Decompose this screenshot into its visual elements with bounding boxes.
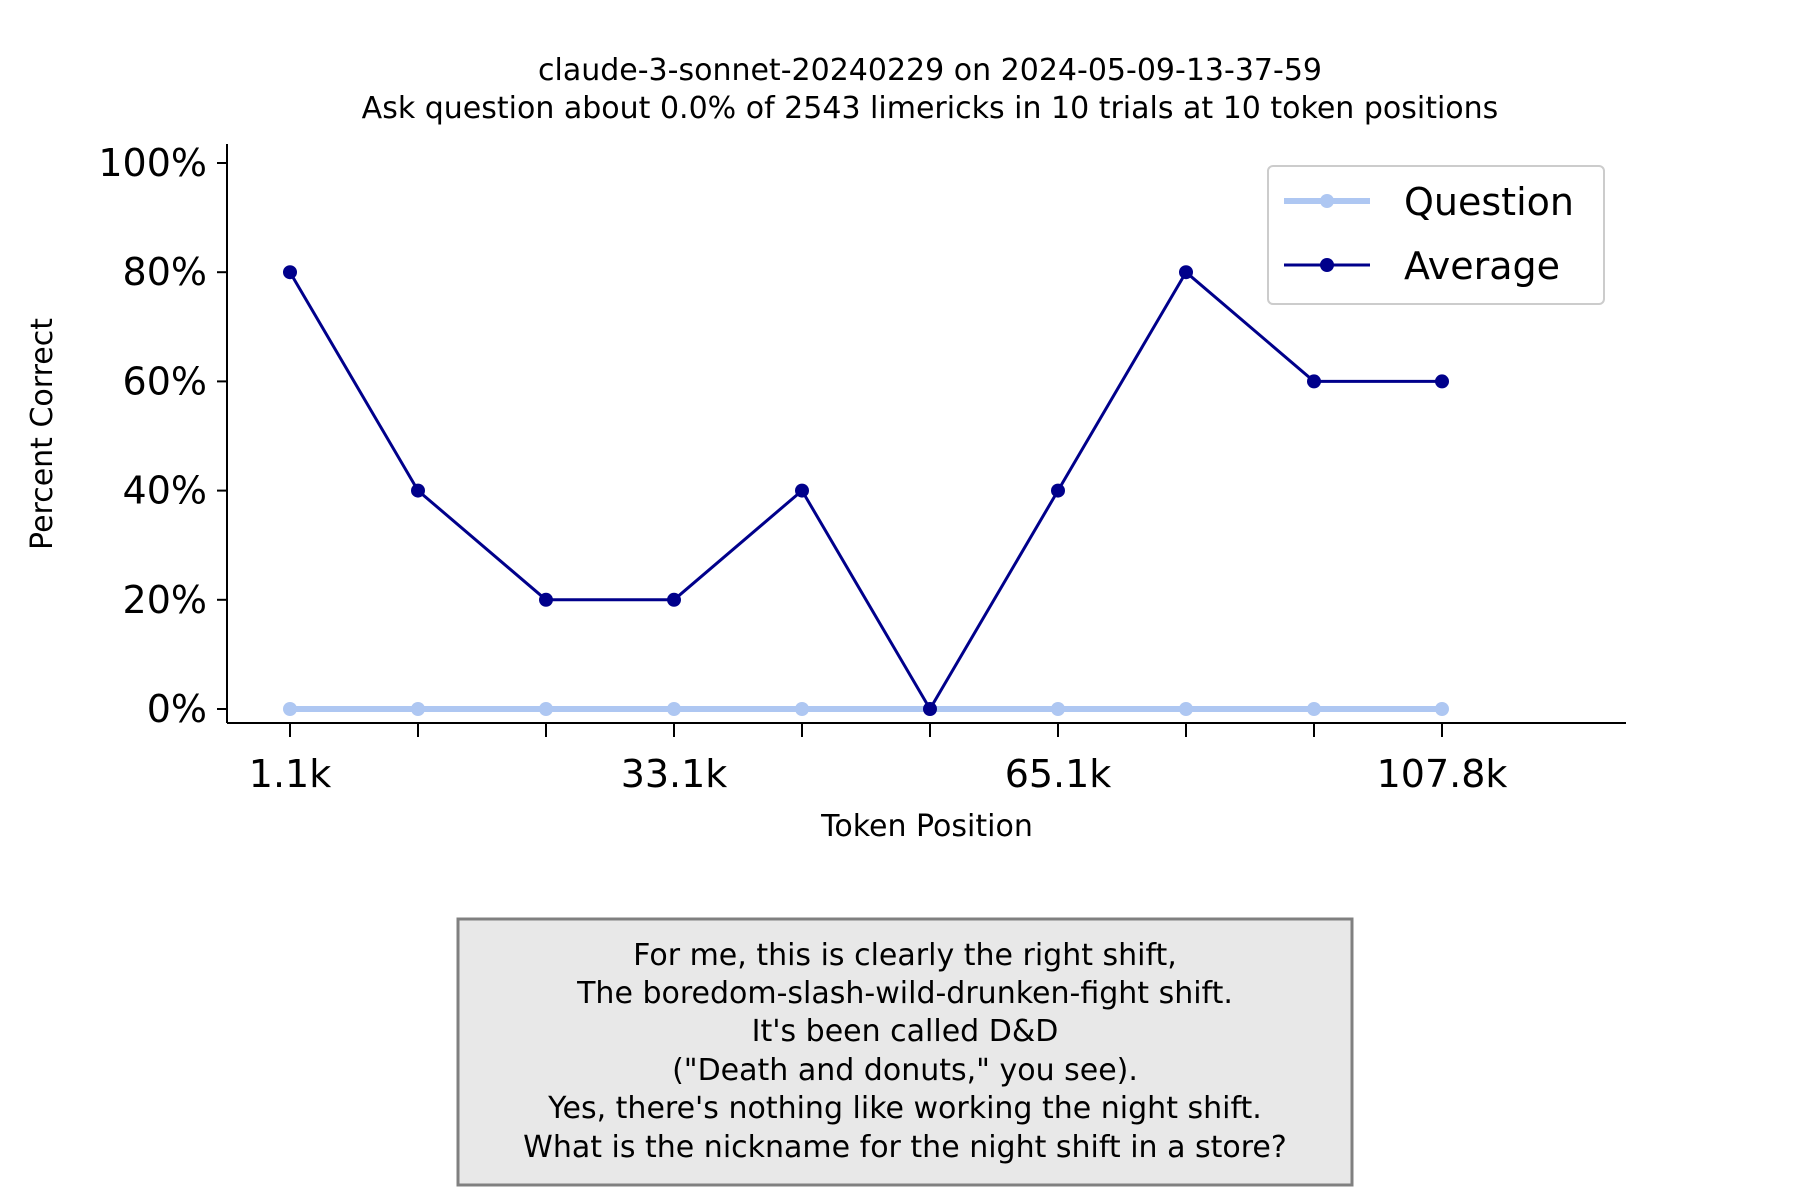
y-tick-label: 0% xyxy=(147,687,207,731)
legend-question-marker xyxy=(1320,194,1334,208)
annotation-line-4: ("Death and donuts," you see). xyxy=(672,1053,1138,1088)
legend: Question Average xyxy=(1267,165,1605,305)
y-axis-label: Percent Correct xyxy=(25,318,60,550)
legend-average-label: Average xyxy=(1404,244,1560,288)
annotation-background xyxy=(456,917,1354,1187)
annotation-line-2: The boredom-slash-wild-drunken-fight shi… xyxy=(576,976,1233,1011)
data-point-average xyxy=(1307,374,1321,389)
chart-title: claude-3-sonnet-20240229 on 2024-05-09-1… xyxy=(538,53,1322,88)
x-axis-label: Token Position xyxy=(820,809,1033,844)
series-question xyxy=(283,702,1449,716)
data-point-average xyxy=(1051,483,1065,498)
legend-question-label: Question xyxy=(1404,180,1574,224)
y-tick-label: 80% xyxy=(123,250,207,294)
data-point-question xyxy=(795,702,809,716)
data-point-average xyxy=(795,483,809,498)
y-ticks: 0% 20% 40% 60% 80% 100% xyxy=(98,141,227,731)
chart-subtitle: Ask question about 0.0% of 2543 limerick… xyxy=(362,91,1499,126)
annotation-box: For me, this is clearly the right shift,… xyxy=(456,917,1354,1187)
series-line-average xyxy=(288,270,1442,711)
data-point-question xyxy=(1179,702,1193,716)
annotation-line-1: For me, this is clearly the right shift, xyxy=(633,938,1177,973)
x-tick-label: 1.1k xyxy=(249,752,331,796)
annotation-line-3: It's been called D&D xyxy=(752,1014,1059,1049)
x-tick-label: 33.1k xyxy=(621,752,728,796)
data-point-average xyxy=(923,702,937,716)
x-tick-label: 107.8k xyxy=(1377,752,1508,796)
data-point-question xyxy=(1051,702,1065,716)
series-layer xyxy=(283,265,1449,716)
y-tick-label: 40% xyxy=(123,469,207,513)
data-point-question xyxy=(411,702,425,716)
x-tick-label: 65.1k xyxy=(1005,752,1112,796)
y-tick-label: 100% xyxy=(98,141,207,185)
legend-average-marker xyxy=(1320,258,1334,272)
annotation-line-6: What is the nickname for the night shift… xyxy=(523,1130,1287,1165)
data-point-question xyxy=(1307,702,1321,716)
y-tick-label: 60% xyxy=(123,359,207,403)
data-point-average xyxy=(1179,265,1193,280)
data-point-question xyxy=(667,702,681,716)
y-tick-label: 20% xyxy=(123,578,207,622)
data-point-average xyxy=(411,483,425,498)
data-point-average xyxy=(283,265,297,280)
data-point-average xyxy=(667,592,681,607)
data-point-average xyxy=(539,592,553,607)
data-point-average xyxy=(1435,374,1449,389)
data-point-question xyxy=(1435,702,1449,716)
data-point-question xyxy=(539,702,553,716)
series-average xyxy=(283,265,1449,716)
x-ticks: 1.1k 33.1k 65.1k 107.8k xyxy=(249,723,1508,796)
data-point-question xyxy=(283,702,297,716)
annotation-line-5: Yes, there's nothing like working the ni… xyxy=(547,1091,1262,1126)
